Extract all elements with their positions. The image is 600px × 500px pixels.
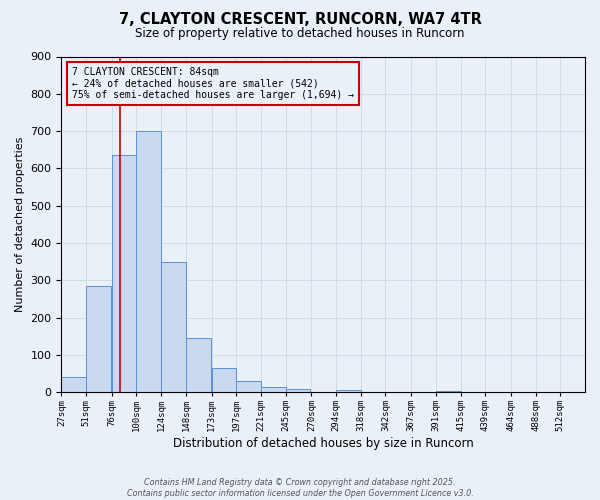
Text: Contains HM Land Registry data © Crown copyright and database right 2025.
Contai: Contains HM Land Registry data © Crown c…	[127, 478, 473, 498]
Bar	[236, 381, 261, 392]
Bar	[61, 376, 86, 392]
X-axis label: Distribution of detached houses by size in Runcorn: Distribution of detached houses by size …	[173, 437, 473, 450]
Bar	[436, 391, 461, 392]
Bar	[286, 390, 310, 392]
Bar	[86, 286, 111, 392]
Bar	[161, 262, 186, 392]
Y-axis label: Number of detached properties: Number of detached properties	[15, 136, 25, 312]
Bar	[212, 368, 236, 392]
Text: 7, CLAYTON CRESCENT, RUNCORN, WA7 4TR: 7, CLAYTON CRESCENT, RUNCORN, WA7 4TR	[119, 12, 481, 28]
Text: Size of property relative to detached houses in Runcorn: Size of property relative to detached ho…	[135, 28, 465, 40]
Bar	[136, 131, 161, 392]
Bar	[261, 388, 286, 392]
Bar	[336, 390, 361, 392]
Bar	[186, 338, 211, 392]
Bar	[112, 156, 136, 392]
Text: 7 CLAYTON CRESCENT: 84sqm
← 24% of detached houses are smaller (542)
75% of semi: 7 CLAYTON CRESCENT: 84sqm ← 24% of detac…	[72, 66, 354, 100]
